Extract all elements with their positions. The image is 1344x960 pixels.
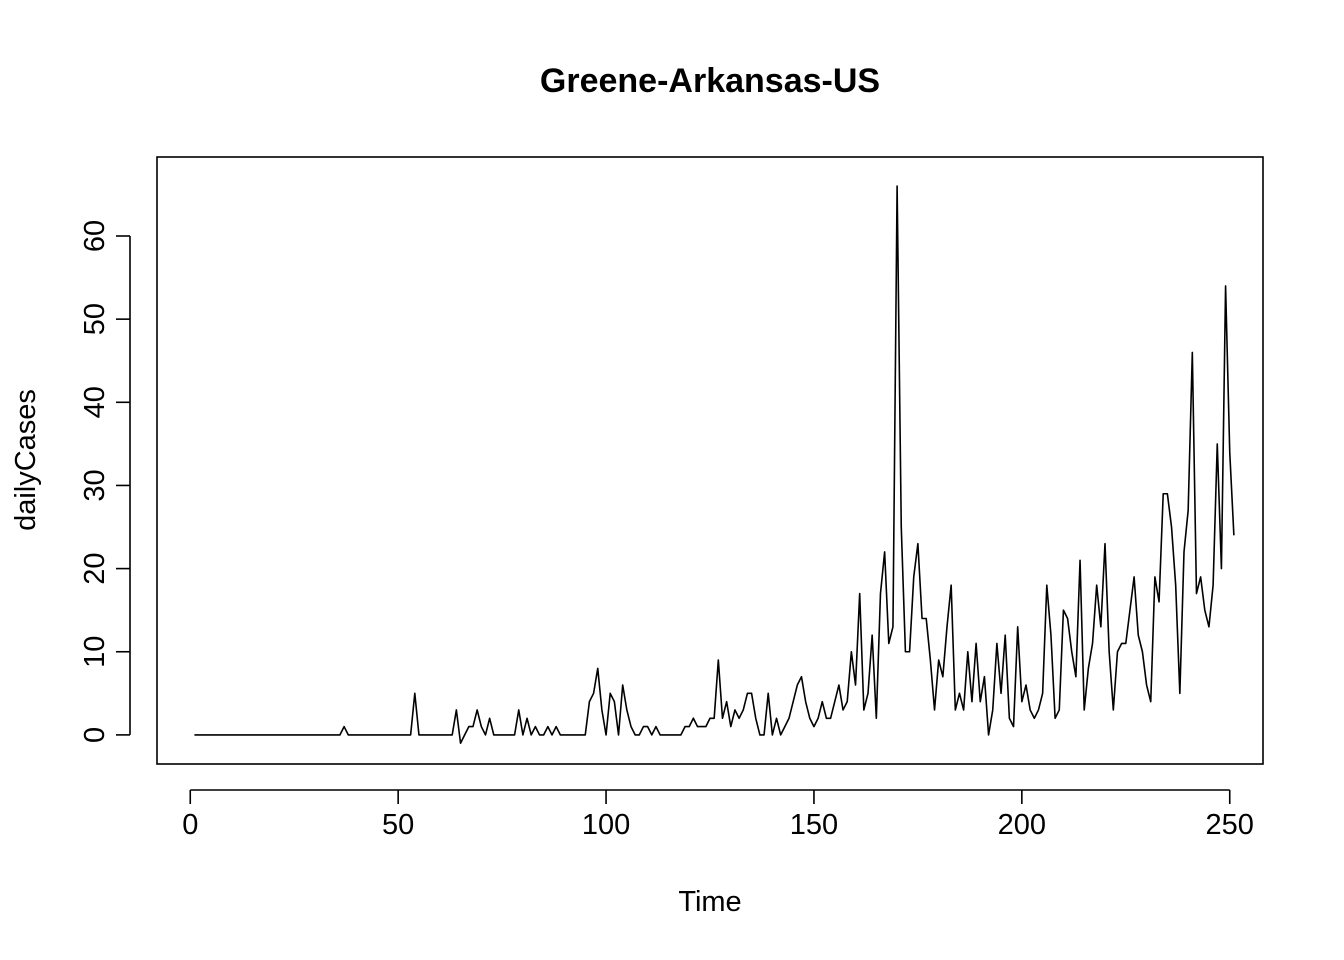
x-tick-label: 250: [1206, 809, 1254, 841]
series-line-daily-cases: [194, 185, 1235, 745]
y-tick-label: 0: [79, 727, 111, 743]
y-tick-label: 20: [79, 552, 111, 584]
x-tick-label: 150: [790, 809, 838, 841]
x-axis: 0 50 100 150 200 250: [182, 789, 1254, 841]
y-axis: 0 10 20 30 40 50 60: [79, 220, 131, 743]
x-tick-label: 0: [182, 809, 198, 841]
y-tick-label: 30: [79, 469, 111, 501]
y-tick-label: 40: [79, 386, 111, 418]
chart-title: Greene-Arkansas-US: [540, 62, 880, 100]
x-tick-label: 50: [382, 809, 414, 841]
plot-frame: [156, 156, 1264, 765]
x-tick-label: 100: [582, 809, 630, 841]
y-tick-label: 10: [79, 636, 111, 668]
y-tick-label: 50: [79, 303, 111, 335]
x-tick-label: 200: [998, 809, 1046, 841]
y-tick-label: 60: [79, 220, 111, 252]
y-axis-label: dailyCases: [10, 389, 42, 531]
x-axis-label: Time: [678, 886, 741, 918]
